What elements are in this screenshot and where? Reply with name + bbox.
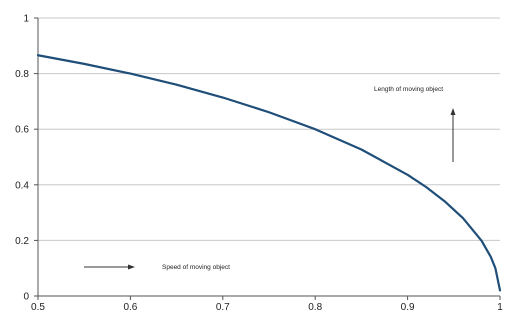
- x-tick-labels: 0.5 0.6 0.7 0.8 0.9 1: [31, 302, 503, 313]
- y-tick-label: 0: [23, 292, 29, 303]
- y-tick-label: 0.2: [15, 236, 29, 247]
- annotation-length: Length of moving object: [374, 86, 443, 93]
- annotation-speed: Speed of moving object: [162, 264, 230, 271]
- x-tick-label: 0.8: [308, 302, 322, 313]
- y-tick-labels: 0 0.2 0.4 0.6 0.8 1: [15, 14, 29, 303]
- x-tick-label: 0.6: [123, 302, 137, 313]
- speed-arrow-head-icon: [128, 264, 135, 270]
- y-tick-label: 0.4: [15, 180, 29, 191]
- series-line: [36, 54, 502, 292]
- y-tick-label: 1: [23, 14, 29, 25]
- x-tick-label: 0.7: [216, 302, 230, 313]
- x-tick-label: 1: [497, 302, 503, 313]
- axes: [34, 17, 501, 300]
- length-arrow-head-icon: [450, 108, 456, 115]
- x-tick-label: 0.5: [31, 302, 45, 313]
- y-tick-label: 0.8: [15, 69, 29, 80]
- y-tick-label: 0.6: [15, 125, 29, 136]
- x-tick-label: 0.9: [401, 302, 415, 313]
